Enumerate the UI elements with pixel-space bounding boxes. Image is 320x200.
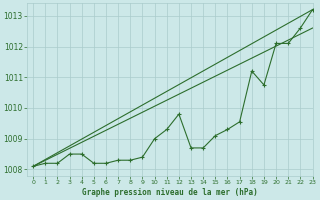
X-axis label: Graphe pression niveau de la mer (hPa): Graphe pression niveau de la mer (hPa) bbox=[82, 188, 258, 197]
